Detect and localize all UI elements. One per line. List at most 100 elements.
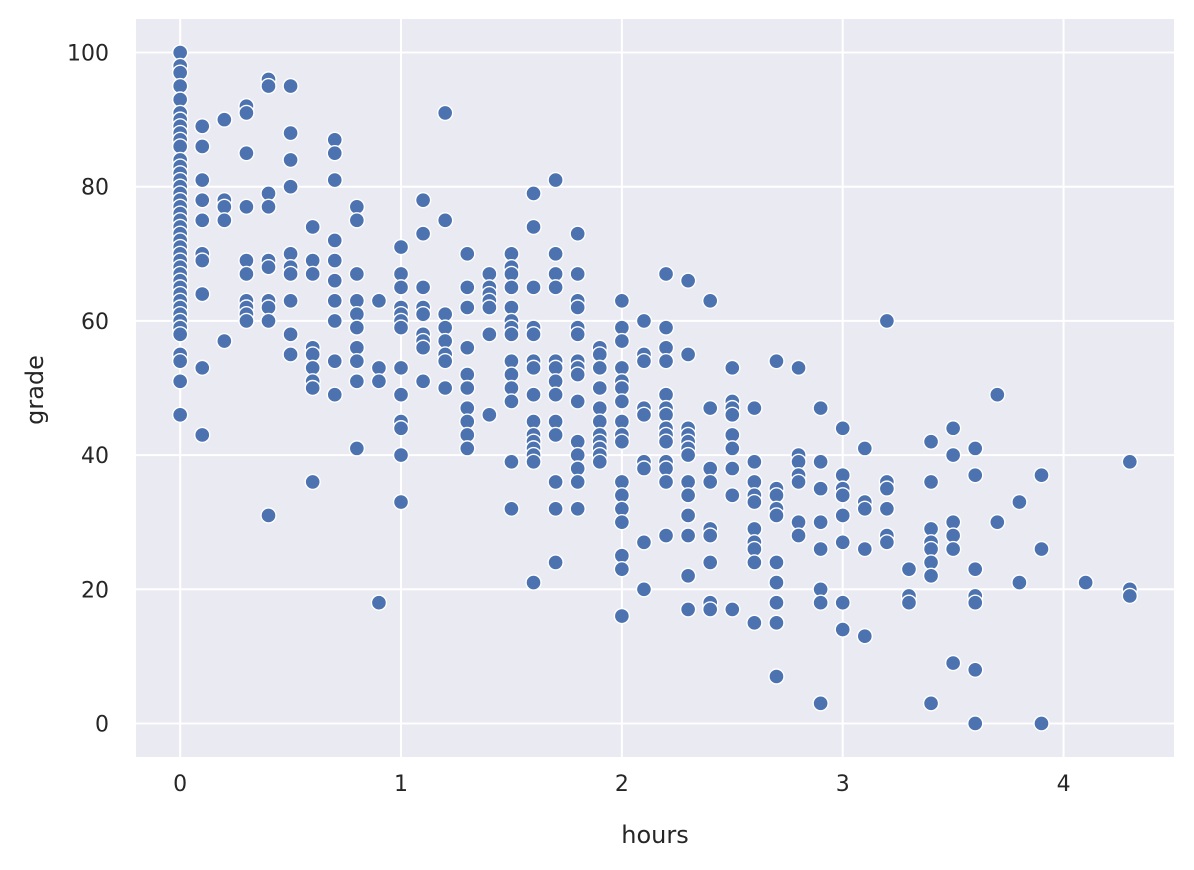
data-point [348, 319, 366, 336]
data-point [878, 480, 896, 497]
data-point [194, 426, 211, 444]
data-point [392, 238, 410, 256]
data-point [746, 399, 763, 417]
data-point [547, 473, 564, 491]
data-point [370, 292, 388, 309]
data-point [812, 453, 829, 470]
data-point [657, 265, 675, 283]
data-point [326, 232, 343, 249]
y-tick-label: 40 [81, 444, 109, 469]
data-point [724, 359, 741, 377]
data-point [547, 386, 564, 403]
data-point [900, 594, 918, 611]
data-point [238, 198, 255, 216]
data-point [1011, 493, 1028, 511]
data-point [856, 440, 874, 457]
data-point [724, 601, 741, 618]
data-point [878, 534, 896, 551]
data-point [459, 339, 476, 356]
data-point [856, 500, 874, 517]
data-point [392, 319, 410, 336]
data-point [812, 695, 829, 712]
data-point [878, 500, 896, 517]
data-point [702, 399, 719, 417]
data-point [326, 352, 343, 370]
data-point [702, 601, 719, 618]
data-point [304, 473, 321, 491]
data-point [613, 332, 631, 350]
data-point [525, 185, 542, 202]
data-point [613, 513, 631, 531]
data-point [635, 312, 653, 330]
data-point [370, 373, 388, 390]
data-point [282, 151, 299, 169]
data-point [194, 191, 211, 209]
data-point [392, 446, 410, 464]
data-point [1121, 587, 1139, 605]
data-point [459, 440, 476, 457]
data-point [702, 554, 719, 571]
data-point [414, 191, 432, 209]
data-point [834, 507, 851, 524]
data-point [569, 473, 586, 491]
data-point [260, 259, 277, 276]
data-point [768, 668, 785, 685]
data-point [635, 534, 653, 551]
data-point [304, 218, 321, 236]
data-point [922, 567, 940, 585]
data-point [436, 352, 454, 370]
data-point [613, 393, 631, 410]
data-point [503, 453, 520, 470]
data-point [944, 654, 962, 672]
data-point [591, 453, 608, 470]
data-point [348, 440, 366, 457]
data-point [967, 715, 984, 732]
data-point [989, 513, 1006, 531]
data-point [569, 500, 586, 517]
data-point [481, 406, 498, 424]
data-point [591, 359, 608, 377]
data-point [414, 279, 432, 296]
data-point [834, 621, 851, 638]
data-point [370, 594, 388, 611]
data-point [348, 212, 366, 229]
data-point [525, 453, 542, 470]
data-point [569, 225, 586, 242]
data-point [238, 144, 255, 162]
data-point [348, 265, 366, 283]
data-point [547, 279, 564, 296]
data-point [392, 420, 410, 437]
data-point [326, 386, 343, 403]
data-point [171, 352, 189, 370]
data-point [812, 480, 829, 497]
data-point [613, 433, 631, 450]
data-point [856, 540, 874, 558]
data-point [348, 352, 366, 370]
data-point [967, 661, 984, 678]
data-point [1033, 540, 1050, 558]
data-point [216, 212, 233, 229]
data-point [194, 118, 211, 135]
data-point [525, 218, 542, 236]
data-point [392, 359, 410, 377]
data-point [679, 446, 697, 464]
data-point [1077, 574, 1094, 591]
data-point [503, 393, 520, 410]
data-point [481, 299, 498, 316]
data-point [591, 379, 608, 397]
data-point [436, 104, 454, 122]
data-point [967, 560, 984, 578]
data-point [657, 319, 675, 336]
data-point [746, 614, 763, 632]
data-point [326, 144, 343, 162]
x-tick-label: 3 [836, 772, 850, 797]
data-point [260, 507, 277, 524]
x-tick-label: 4 [1057, 772, 1071, 797]
data-point [569, 393, 586, 410]
data-point [238, 104, 255, 122]
data-point [503, 500, 520, 517]
data-point [944, 420, 962, 437]
y-tick-label: 80 [81, 176, 109, 201]
data-point [768, 614, 785, 632]
data-point [790, 359, 807, 377]
